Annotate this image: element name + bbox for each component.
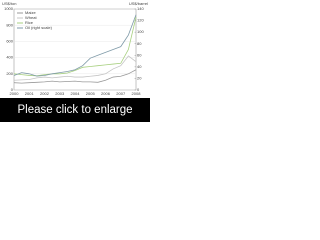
- y2-axis-label: US$/barrel: [129, 1, 148, 6]
- legend-label: Oil (right scale): [25, 25, 53, 30]
- y2-tick-label: 80: [137, 41, 142, 46]
- y-tick-label: 600: [6, 38, 13, 43]
- x-tick-label: 2000: [10, 91, 20, 96]
- x-tick-label: 2002: [40, 91, 50, 96]
- chart: US$/ton US$/barrel 0 200 400 600 800 1000 0 20 4…: [2, 1, 148, 96]
- line-series: [13, 55, 137, 81]
- y2-tick-label: 120: [137, 18, 144, 23]
- y-tick-label: 400: [6, 55, 13, 60]
- y-axis-label: US$/ton: [2, 1, 16, 6]
- y-tick-label: 800: [6, 22, 13, 27]
- y-tick-label: 0: [11, 87, 14, 92]
- y2-tick-label: 40: [137, 64, 142, 69]
- x-tick-label: 2001: [25, 91, 35, 96]
- x-tick-label: 2008: [132, 91, 142, 96]
- y2-tick-label: 20: [137, 75, 142, 80]
- x-tick-label: 2003: [55, 91, 65, 96]
- x-tick-label: 2005: [86, 91, 96, 96]
- y2-tick-label: 60: [137, 52, 142, 57]
- x-tick-label: 2004: [71, 91, 81, 96]
- x-tick-label: 2007: [116, 91, 126, 96]
- enlarge-button[interactable]: Please click to enlarge: [0, 98, 150, 122]
- line-series: [13, 14, 137, 77]
- y2-tick-label: 140: [137, 6, 144, 11]
- legend-label: Maize: [25, 10, 36, 15]
- y2-tick-label: 0: [137, 87, 140, 92]
- legend-label: Rice: [25, 20, 34, 25]
- page: US$/ton US$/barrel 0 200 400 600 800 1000 0 20 4…: [0, 0, 150, 122]
- x-tick-label: 2006: [101, 91, 111, 96]
- legend-label: Wheat: [25, 15, 37, 20]
- y2-tick-label: 100: [137, 29, 144, 34]
- line-series: [13, 69, 137, 84]
- y-tick-label: 1000: [4, 6, 14, 11]
- y-tick-label: 200: [6, 71, 13, 76]
